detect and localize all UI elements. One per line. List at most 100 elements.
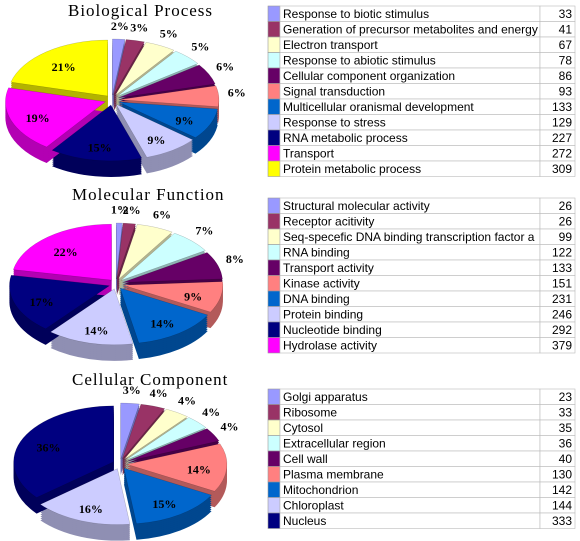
legend-count: 333 — [552, 514, 572, 528]
data-label: 14% — [84, 324, 108, 338]
legend-count: 292 — [552, 323, 572, 337]
slice — [51, 104, 143, 162]
legend-swatch — [267, 160, 281, 177]
slice — [118, 101, 218, 138]
legend-label: Receptor acitivity — [283, 214, 374, 228]
legend-label: Signal transduction — [283, 84, 385, 98]
legend-swatch — [267, 337, 281, 354]
legend-swatch — [267, 98, 281, 115]
legend-count: 33 — [559, 7, 573, 21]
legend-swatch — [267, 419, 281, 436]
data-label: 6% — [216, 59, 234, 73]
slice — [116, 50, 199, 97]
slice-side — [116, 227, 136, 284]
legend-label: Transport activity — [283, 261, 374, 275]
legend-label: Generation of precursor metabolites and … — [283, 22, 538, 36]
legend-label: Chloroplast — [283, 498, 344, 512]
legend-swatch — [267, 5, 281, 22]
legend-label: Golgi apparatus — [283, 390, 368, 404]
slice — [5, 87, 107, 148]
data-label: 22% — [54, 245, 78, 259]
legend-count-cell — [539, 512, 576, 529]
legend-count: 36 — [559, 436, 573, 450]
slice — [114, 42, 175, 96]
data-label: 17% — [30, 295, 54, 309]
legend-swatch — [267, 450, 281, 467]
legend-swatch — [267, 52, 281, 69]
slice — [118, 64, 216, 99]
legend-label: Cellular component organization — [283, 69, 455, 83]
data-label: 3% — [123, 383, 141, 397]
legend-count: 99 — [559, 230, 573, 244]
slice — [12, 223, 112, 281]
data-label: 16% — [79, 502, 103, 516]
data-label: 4% — [178, 394, 196, 408]
data-label: 7% — [195, 223, 213, 237]
data-label: 6% — [153, 208, 171, 222]
legend-label: Ribosome — [283, 405, 337, 419]
legend-count: 33 — [559, 405, 573, 419]
legend-swatch — [267, 321, 281, 338]
legend-count-cell — [539, 337, 576, 354]
data-label: 2% — [123, 203, 141, 217]
legend-swatch — [267, 197, 281, 214]
slice — [123, 408, 188, 460]
legend-count-cell — [539, 160, 576, 177]
slice — [39, 468, 131, 525]
legend-label: Plasma membrane — [283, 467, 384, 481]
data-label: 6% — [228, 85, 246, 99]
legend-count: 309 — [552, 162, 572, 176]
slice — [115, 103, 194, 158]
legend-label: DNA binding — [283, 292, 350, 306]
slice — [113, 39, 145, 96]
legend-label: Response to stress — [283, 115, 386, 129]
data-label: 14% — [150, 316, 174, 330]
data-label: 5% — [191, 39, 209, 53]
data-label: 36% — [37, 440, 61, 454]
slice — [120, 402, 140, 460]
legend-label: Transport — [283, 146, 335, 160]
legend-swatch — [267, 244, 281, 261]
legend-count: 227 — [552, 131, 572, 145]
legend-swatch — [267, 290, 281, 307]
legend-label: Seq-specefic DNA binding transcription f… — [283, 230, 535, 244]
legend-count: 26 — [559, 214, 573, 228]
slice — [119, 287, 209, 344]
legend-count: 41 — [559, 22, 573, 36]
legend-count: 122 — [552, 245, 572, 259]
legend-label: Kinase activity — [283, 276, 360, 290]
legend-swatch — [267, 129, 281, 146]
legend-count: 23 — [559, 390, 573, 404]
legend-swatch — [267, 83, 281, 100]
legend-swatch — [267, 435, 281, 452]
slice — [13, 405, 114, 498]
legend-swatch — [267, 228, 281, 245]
legend-count: 142 — [552, 483, 572, 497]
slice — [121, 403, 166, 460]
data-label: 4% — [202, 405, 220, 419]
legend-swatch — [267, 145, 281, 162]
legend-count: 151 — [552, 276, 572, 290]
legend-count: 67 — [559, 38, 573, 52]
legend-label: Response to biotic stimulus — [283, 7, 429, 21]
legend-swatch — [267, 404, 281, 421]
legend-count: 379 — [552, 338, 572, 352]
legend-label: RNA binding — [283, 245, 350, 259]
data-label: 3% — [130, 20, 148, 34]
legend-swatch — [267, 67, 281, 84]
legend-label: Nucleotide binding — [283, 323, 382, 337]
legend-label: Mitochondrion — [283, 483, 358, 497]
legend-label: Cell wall — [283, 452, 328, 466]
legend-swatch — [267, 497, 281, 514]
legend-count: 40 — [559, 452, 573, 466]
legend-count: 272 — [552, 146, 572, 160]
slice-side — [116, 225, 136, 282]
slice — [50, 288, 134, 346]
slice — [118, 85, 220, 107]
data-label: 1% — [111, 203, 129, 217]
legend-label: Structural molecular activity — [283, 199, 430, 213]
data-label: 5% — [160, 26, 178, 40]
slice — [120, 232, 206, 281]
legend-swatch — [267, 21, 281, 38]
